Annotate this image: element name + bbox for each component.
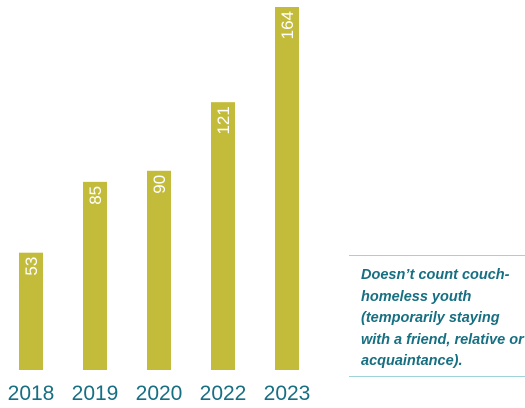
footnote-box: Doesn’t count couch-homeless youth (temp… (349, 255, 525, 377)
bar-2023 (275, 7, 299, 370)
category-label-2020: 2020 (136, 382, 183, 405)
category-label-2019: 2019 (72, 382, 119, 405)
bar-2020 (147, 170, 171, 370)
bar-value-label-2019: 85 (86, 186, 105, 205)
bar-2022 (211, 102, 235, 371)
category-label-2022: 2022 (200, 382, 247, 405)
bar-value-label-2020: 90 (150, 175, 169, 194)
bar-value-label-2022: 121 (214, 106, 233, 134)
bar-2018 (19, 252, 43, 370)
bar-2019 (83, 181, 107, 370)
footnote-text: Doesn’t count couch-homeless youth (temp… (361, 267, 524, 369)
category-label-2023: 2023 (264, 382, 311, 405)
bar-chart: 53 2018 85 2019 90 2020 121 2022 164 2023 (8, 7, 311, 405)
category-label-2018: 2018 (8, 382, 55, 405)
bar-value-label-2023: 164 (278, 11, 297, 39)
bar-value-label-2018: 53 (22, 257, 41, 276)
